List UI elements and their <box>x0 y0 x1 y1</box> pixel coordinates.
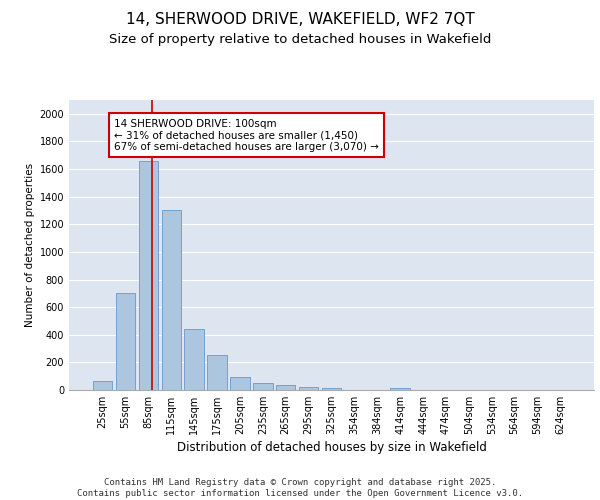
Bar <box>93 381 112 390</box>
Bar <box>161 210 181 390</box>
Y-axis label: Number of detached properties: Number of detached properties <box>25 163 35 327</box>
Bar <box>116 294 135 390</box>
Bar <box>253 384 272 390</box>
Text: Contains HM Land Registry data © Crown copyright and database right 2025.
Contai: Contains HM Land Registry data © Crown c… <box>77 478 523 498</box>
Bar <box>391 388 410 390</box>
X-axis label: Distribution of detached houses by size in Wakefield: Distribution of detached houses by size … <box>176 441 487 454</box>
Bar <box>299 387 319 390</box>
Text: 14 SHERWOOD DRIVE: 100sqm
← 31% of detached houses are smaller (1,450)
67% of se: 14 SHERWOOD DRIVE: 100sqm ← 31% of detac… <box>114 118 379 152</box>
Bar <box>184 328 204 390</box>
Text: 14, SHERWOOD DRIVE, WAKEFIELD, WF2 7QT: 14, SHERWOOD DRIVE, WAKEFIELD, WF2 7QT <box>125 12 475 28</box>
Text: Size of property relative to detached houses in Wakefield: Size of property relative to detached ho… <box>109 32 491 46</box>
Bar <box>230 377 250 390</box>
Bar <box>276 385 295 390</box>
Bar <box>322 388 341 390</box>
Bar <box>208 355 227 390</box>
Bar <box>139 161 158 390</box>
